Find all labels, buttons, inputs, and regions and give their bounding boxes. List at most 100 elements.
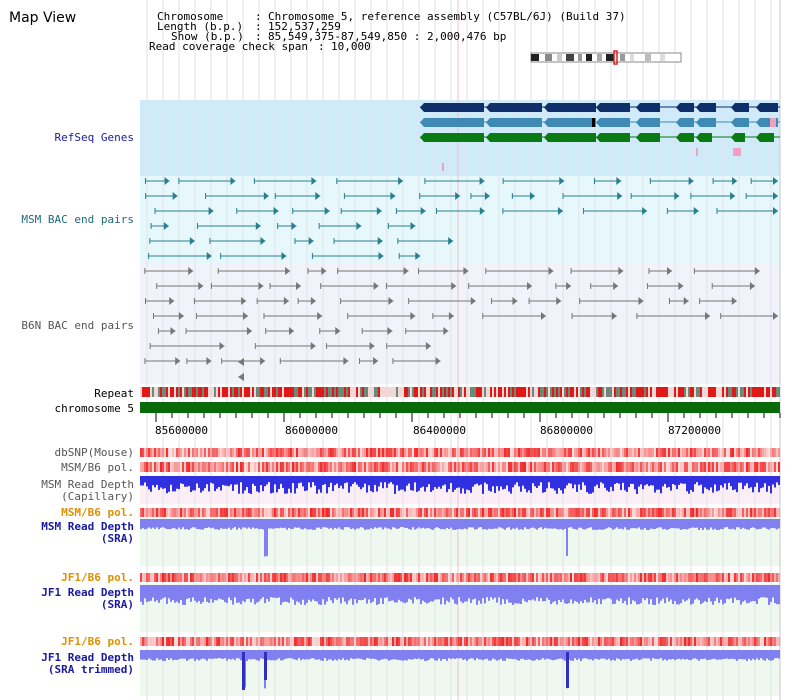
- msm-b6-pol-cell: [292, 462, 294, 472]
- jf1-trimmed-depth-bar: [340, 650, 342, 660]
- msm-b6-pol-cell: [230, 508, 232, 517]
- msm-b6-pol-cell: [598, 508, 600, 517]
- jf1-sra-depth-bar: [672, 585, 674, 604]
- track-label-jf1-b6-pol-2[interactable]: JF1/B6 pol.: [61, 635, 134, 648]
- jf1-b6-pol-cell: [540, 637, 542, 646]
- msm-sra-depth-bar: [152, 519, 154, 528]
- dbsnp-cell: [658, 448, 660, 457]
- capillary-depth-bar: [250, 476, 252, 494]
- dbsnp-cell: [412, 448, 414, 457]
- dbsnp-cell: [618, 448, 620, 457]
- dbsnp-cell: [272, 448, 274, 457]
- track-label-msm-b6-pol-2[interactable]: MSM/B6 pol.: [61, 506, 134, 519]
- msm-b6-pol-cell: [564, 462, 566, 472]
- jf1-trimmed-depth-bar: [472, 650, 474, 659]
- msm-sra-depth-bar: [172, 519, 174, 528]
- track-label-repeat[interactable]: Repeat: [94, 387, 134, 400]
- msm-sra-depth-bar: [374, 519, 376, 528]
- jf1-b6-pol-cell: [170, 637, 172, 646]
- jf1-trimmed-depth-bar: [660, 650, 662, 659]
- msm-b6-pol-cell: [736, 508, 738, 517]
- repeat-block: [380, 387, 382, 397]
- capillary-depth-bar: [776, 476, 778, 483]
- jf1-sra-depth-bar: [582, 585, 584, 604]
- track-label-jf1-b6-pol-1[interactable]: JF1/B6 pol.: [61, 571, 134, 584]
- msm-b6-pol-cell: [470, 508, 472, 517]
- capillary-depth-bar: [464, 476, 466, 494]
- track-label-jf1-depth-sra[interactable]: JF1 Read Depth: [41, 586, 134, 599]
- track-label-jf1-depth-trimmed[interactable]: JF1 Read Depth: [41, 651, 134, 664]
- dbsnp-cell: [670, 448, 672, 457]
- jf1-b6-pol-cell: [416, 637, 418, 646]
- dbsnp-cell: [364, 448, 366, 457]
- jf1-b6-pol-cell: [348, 637, 350, 646]
- jf1-sra-depth-bar: [438, 585, 440, 600]
- capillary-depth-bar: [338, 476, 340, 489]
- jf1-sra-depth-bar: [490, 585, 492, 598]
- msm-sra-depth-bar: [616, 519, 618, 528]
- msm-sra-depth-bar: [282, 519, 284, 529]
- msm-b6-pol-cell: [234, 462, 236, 472]
- jf1-b6-pol-cell: [608, 573, 610, 582]
- jf1-sra-depth-bar: [766, 585, 768, 598]
- jf1-sra-depth-bar: [162, 585, 164, 599]
- capillary-depth-bar: [686, 476, 688, 492]
- track-label-b6n-bac[interactable]: B6N BAC end pairs: [21, 319, 134, 332]
- msm-b6-pol-cell: [334, 508, 336, 517]
- msm-b6-pol-cell: [642, 462, 644, 472]
- msm-b6-pol-cell: [318, 462, 320, 472]
- track-label-dbsnp[interactable]: dbSNP(Mouse): [54, 446, 134, 459]
- jf1-trimmed-depth-bar: [348, 650, 350, 661]
- msm-b6-pol-cell: [602, 508, 604, 517]
- dbsnp-cell: [722, 448, 724, 457]
- jf1-sra-depth-bar: [226, 585, 228, 604]
- jf1-trimmed-depth-bar: [726, 650, 728, 659]
- dbsnp-cell: [774, 448, 776, 457]
- jf1-sra-depth-bar: [254, 585, 256, 605]
- dbsnp-cell: [714, 448, 716, 457]
- msm-sra-depth-bar: [686, 519, 688, 530]
- msm-sra-depth-bar: [734, 519, 736, 530]
- jf1-trimmed-depth-bar: [448, 650, 450, 659]
- gene-exon: [640, 118, 660, 127]
- msm-b6-pol-cell: [142, 508, 144, 517]
- jf1-b6-pol-cell: [346, 573, 348, 582]
- jf1-b6-pol-cell: [664, 573, 666, 582]
- track-label-msm-depth-sra[interactable]: MSM Read Depth: [41, 520, 134, 533]
- msm-sra-depth-bar: [280, 519, 282, 528]
- capillary-depth-bar: [162, 476, 164, 489]
- jf1-trimmed-depth-bar: [438, 650, 440, 659]
- msm-sra-depth-bar: [178, 519, 180, 528]
- repeat-block: [328, 387, 330, 397]
- msm-b6-pol-cell: [512, 508, 514, 517]
- jf1-b6-pol-cell: [312, 637, 314, 646]
- track-label-refseq[interactable]: RefSeq Genes: [54, 131, 134, 144]
- jf1-sra-depth-bar: [380, 585, 382, 599]
- msm-b6-pol-cell: [244, 462, 246, 472]
- jf1-b6-pol-cell: [286, 637, 288, 646]
- capillary-depth-bar: [370, 476, 372, 492]
- msm-b6-pol-cell: [770, 462, 772, 472]
- capillary-depth-bar: [746, 476, 748, 484]
- jf1-b6-pol-cell: [278, 637, 280, 646]
- jf1-sra-depth-bar: [474, 585, 476, 599]
- track-label-msm-bac[interactable]: MSM BAC end pairs: [21, 213, 134, 226]
- repeat-block: [264, 387, 266, 397]
- msm-b6-pol-cell: [694, 462, 696, 472]
- msm-b6-pol-cell: [666, 508, 668, 517]
- jf1-trimmed-depth-bar: [730, 650, 732, 659]
- jf1-sra-depth-bar: [170, 585, 172, 602]
- jf1-b6-pol-cell: [498, 637, 500, 646]
- jf1-trimmed-depth-bar: [192, 650, 194, 659]
- capillary-depth-bar: [642, 476, 644, 490]
- msm-sra-depth-bar: [252, 519, 254, 528]
- msm-b6-pol-cell: [506, 462, 508, 472]
- jf1-b6-pol-cell: [514, 637, 516, 646]
- track-label-msm-depth-capillary[interactable]: MSM Read Depth: [41, 478, 134, 491]
- jf1-b6-pol-cell: [382, 573, 384, 582]
- track-label-chromosome[interactable]: chromosome 5: [54, 402, 134, 415]
- jf1-trimmed-depth-bar: [616, 650, 618, 659]
- track-label-msm-b6-pol-1[interactable]: MSM/B6 pol.: [61, 461, 134, 474]
- repeat-block: [372, 387, 374, 397]
